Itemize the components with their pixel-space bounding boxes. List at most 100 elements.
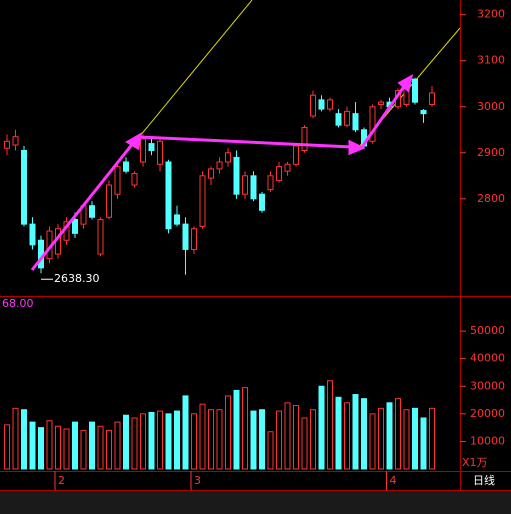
volume-bar <box>395 398 401 470</box>
volume-bar <box>80 429 87 470</box>
arrow <box>30 141 136 271</box>
volume-bar <box>21 409 27 470</box>
volume-bar <box>182 395 189 470</box>
volume-bars <box>4 380 435 470</box>
volume-bar <box>199 403 206 470</box>
candle-body <box>38 239 44 269</box>
volume-bar <box>114 421 121 470</box>
candle-body <box>352 113 359 131</box>
y-tick-label: 30000 <box>470 379 505 392</box>
volume-bar <box>403 409 410 470</box>
volume-bar <box>378 407 384 470</box>
y-tick-label: 20000 <box>470 407 505 420</box>
candle-body <box>208 168 214 179</box>
candle-body <box>191 228 197 250</box>
candle-body <box>276 166 282 181</box>
candle-body <box>429 92 435 105</box>
candle-body <box>242 175 248 195</box>
candle-body <box>344 110 350 126</box>
volume-bar <box>216 409 223 470</box>
candle-body <box>250 175 257 200</box>
volume-bar <box>420 417 427 470</box>
x-tick-label: 4 <box>390 474 397 487</box>
volume-bar <box>242 387 248 470</box>
volume-bar <box>225 395 231 470</box>
candles <box>4 77 435 275</box>
candle-body <box>216 161 223 170</box>
volume-bar <box>4 424 10 470</box>
volume-bar <box>352 394 359 470</box>
volume-bar <box>140 413 146 470</box>
x-tick-label: 2 <box>58 474 65 487</box>
candle-body <box>114 166 121 195</box>
candle-body <box>412 78 418 103</box>
volume-bar <box>89 421 95 470</box>
y-tick-label: 40000 <box>470 352 505 365</box>
candle-body <box>284 163 291 172</box>
arrow <box>139 135 353 149</box>
volume-bar <box>123 414 129 470</box>
candle-body <box>131 173 138 186</box>
volume-bar <box>165 413 172 470</box>
arrow-head <box>125 132 142 151</box>
status-bar <box>0 491 511 514</box>
candle-body <box>72 219 78 234</box>
y-tick-label: 3200 <box>477 8 505 21</box>
y-tick-label: 2900 <box>477 146 505 159</box>
volume-bar <box>148 411 155 470</box>
arrow-head <box>397 74 414 93</box>
volume-bar <box>106 429 112 470</box>
volume-bar <box>250 410 257 470</box>
volume-bar <box>233 389 240 470</box>
candle-body <box>199 175 206 227</box>
arrows <box>30 74 414 271</box>
candle-body <box>174 214 180 225</box>
candle-body <box>267 175 274 191</box>
volume-bar <box>369 413 376 470</box>
x-tick-label: 3 <box>194 474 201 487</box>
volume-bar <box>361 398 367 470</box>
candle-body <box>182 223 189 250</box>
candle-body <box>369 106 376 142</box>
y-tick-label: 2800 <box>477 192 505 205</box>
volume-header: 68.00 <box>2 297 34 310</box>
candle-body <box>29 223 36 246</box>
volume-bar <box>55 425 61 470</box>
candle-body <box>259 193 265 211</box>
volume-bar <box>386 402 393 470</box>
candle-body <box>335 113 342 126</box>
candle-body <box>106 184 112 218</box>
candle-body <box>89 205 95 218</box>
candle-body <box>225 152 231 163</box>
volume-bar <box>318 385 325 470</box>
period-label: 日线 <box>473 473 495 487</box>
volume-bar <box>412 407 418 470</box>
volume-bar <box>327 380 333 470</box>
volume-bar <box>12 407 19 470</box>
volume-bar <box>310 409 316 470</box>
candle-body <box>233 156 240 195</box>
volume-bar <box>208 409 214 470</box>
volume-bar <box>174 410 180 470</box>
candle-body <box>293 145 299 165</box>
y-tick-label: 50000 <box>470 324 505 337</box>
candle-body <box>140 138 146 163</box>
candle-body <box>301 126 308 151</box>
volume-bar <box>429 407 435 470</box>
volume-bar <box>46 420 53 470</box>
volume-bar <box>191 413 197 470</box>
arrow <box>360 84 407 148</box>
candle-body <box>12 136 19 146</box>
volume-bar <box>63 428 70 470</box>
candle-body <box>97 219 104 255</box>
candle-body <box>123 161 129 172</box>
volume-bar <box>72 421 78 470</box>
candle-body <box>327 99 333 110</box>
volume-unit: X1万 <box>462 456 488 469</box>
candle-body <box>157 140 163 165</box>
candle-body <box>21 149 27 225</box>
volume-bar <box>344 402 350 470</box>
y-tick-label: 3000 <box>477 100 505 113</box>
candle-body <box>420 109 427 115</box>
